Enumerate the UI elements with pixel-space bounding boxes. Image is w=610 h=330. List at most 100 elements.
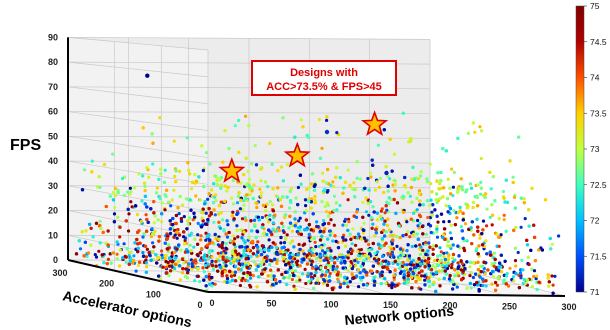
grid-line-fps-side <box>67 111 209 132</box>
data-point <box>187 216 192 220</box>
data-point <box>184 260 188 264</box>
data-point <box>511 175 515 179</box>
data-point <box>481 219 486 223</box>
data-point <box>453 274 457 278</box>
data-point <box>244 218 248 222</box>
data-point <box>225 235 230 239</box>
data-point <box>281 250 285 254</box>
data-point <box>252 218 257 222</box>
data-point <box>309 263 313 267</box>
data-point <box>175 230 179 234</box>
data-point <box>353 195 357 199</box>
data-point <box>414 244 418 248</box>
data-point <box>284 270 288 274</box>
data-point <box>406 277 410 282</box>
data-point <box>333 261 337 265</box>
data-point <box>214 260 218 264</box>
data-point <box>170 198 174 202</box>
data-point <box>118 248 122 252</box>
data-point <box>419 245 423 249</box>
data-point <box>376 250 380 254</box>
data-point <box>98 185 102 189</box>
data-point <box>210 259 214 263</box>
data-point <box>249 219 253 223</box>
data-point <box>370 269 374 273</box>
data-point <box>174 221 178 226</box>
data-point <box>366 201 370 205</box>
data-point <box>374 259 378 263</box>
data-point <box>465 206 469 210</box>
data-point <box>192 259 196 263</box>
data-point <box>268 213 272 217</box>
data-point <box>161 265 165 269</box>
data-point <box>424 240 428 244</box>
data-point <box>219 175 224 180</box>
data-point <box>235 259 239 263</box>
data-point <box>282 252 286 256</box>
data-point <box>347 220 351 224</box>
data-point <box>297 232 301 236</box>
data-point <box>233 273 237 277</box>
data-point <box>399 250 403 254</box>
data-point <box>346 168 350 172</box>
data-point <box>366 176 370 181</box>
data-point <box>233 253 237 257</box>
data-point <box>527 262 531 267</box>
data-point <box>310 182 314 186</box>
data-point <box>520 258 524 262</box>
data-point <box>129 200 133 204</box>
data-point <box>460 229 464 233</box>
data-point <box>305 262 309 266</box>
data-point <box>313 274 317 278</box>
data-point <box>406 281 410 285</box>
data-point <box>381 259 385 263</box>
data-point <box>406 243 410 247</box>
data-point <box>106 257 110 261</box>
data-point <box>446 239 450 243</box>
data-point <box>384 259 388 263</box>
data-point <box>482 260 486 264</box>
data-point <box>485 224 489 228</box>
data-point <box>470 242 474 246</box>
data-point <box>246 279 250 283</box>
data-point <box>312 286 316 290</box>
data-point <box>258 187 262 191</box>
data-point <box>163 168 167 172</box>
data-point <box>113 206 117 210</box>
data-point <box>499 233 503 237</box>
data-point <box>279 241 283 245</box>
data-point <box>260 166 264 170</box>
data-point <box>316 266 320 270</box>
data-point <box>259 263 263 267</box>
data-point <box>297 242 301 247</box>
data-point <box>448 231 452 235</box>
grid-line-fps-side <box>67 185 209 212</box>
data-point <box>333 255 337 260</box>
data-point <box>247 124 251 128</box>
data-point <box>224 242 228 246</box>
data-point <box>282 257 286 261</box>
data-point <box>424 232 429 236</box>
data-point <box>212 182 216 186</box>
data-point <box>343 217 348 221</box>
data-point <box>403 175 407 180</box>
data-point <box>386 252 390 256</box>
data-point <box>193 237 197 241</box>
data-point <box>142 232 146 236</box>
data-point <box>453 268 457 272</box>
data-point <box>310 197 314 201</box>
data-point <box>350 249 354 253</box>
data-point <box>374 227 378 231</box>
data-point <box>242 271 246 275</box>
data-point <box>210 188 214 192</box>
data-point <box>502 218 506 222</box>
data-point <box>167 273 171 277</box>
data-point <box>441 147 445 151</box>
data-point <box>398 236 402 240</box>
data-point <box>493 199 497 203</box>
data-point <box>406 230 410 234</box>
data-point <box>259 191 264 195</box>
data-point <box>307 196 311 201</box>
data-point <box>233 270 237 274</box>
data-point <box>152 245 156 249</box>
